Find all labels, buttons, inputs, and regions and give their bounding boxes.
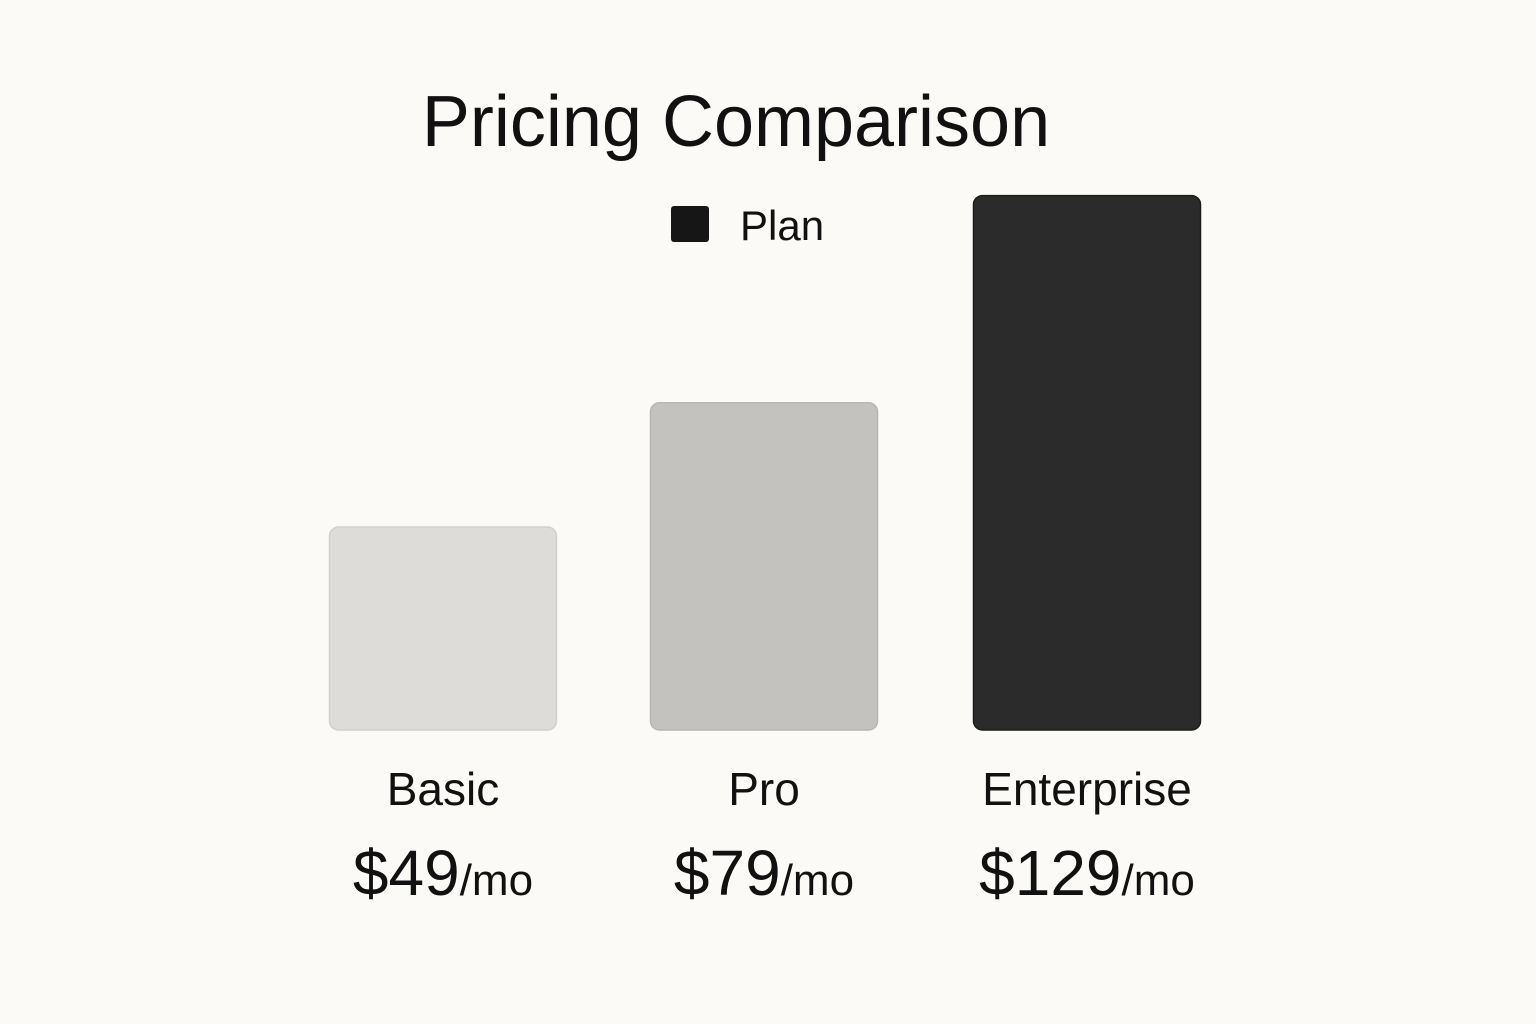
bar-pro <box>649 401 879 731</box>
price-amount: $129 <box>979 837 1121 909</box>
price-label-enterprise: $129/mo <box>979 837 1195 909</box>
price-unit: /mo <box>460 856 533 905</box>
category-label-basic: Basic <box>387 763 499 815</box>
price-unit: /mo <box>1122 856 1195 905</box>
chart-title: Pricing Comparison <box>422 82 1050 162</box>
legend-swatch <box>671 206 709 242</box>
bars-group <box>328 194 1202 731</box>
legend: Plan <box>671 202 824 249</box>
category-label-pro: Pro <box>728 763 800 815</box>
price-unit: /mo <box>781 856 854 905</box>
bar-enterprise <box>972 194 1202 731</box>
price-label-basic: $49/mo <box>353 837 533 909</box>
price-amount: $49 <box>353 837 460 909</box>
price-amount: $79 <box>674 837 781 909</box>
legend-label: Plan <box>740 202 824 249</box>
price-label-pro: $79/mo <box>674 837 854 909</box>
category-labels-group: Basic $49/mo Pro $79/mo Enterprise $129/mo <box>353 763 1195 909</box>
category-label-enterprise: Enterprise <box>982 763 1192 815</box>
bar-basic <box>328 526 558 731</box>
